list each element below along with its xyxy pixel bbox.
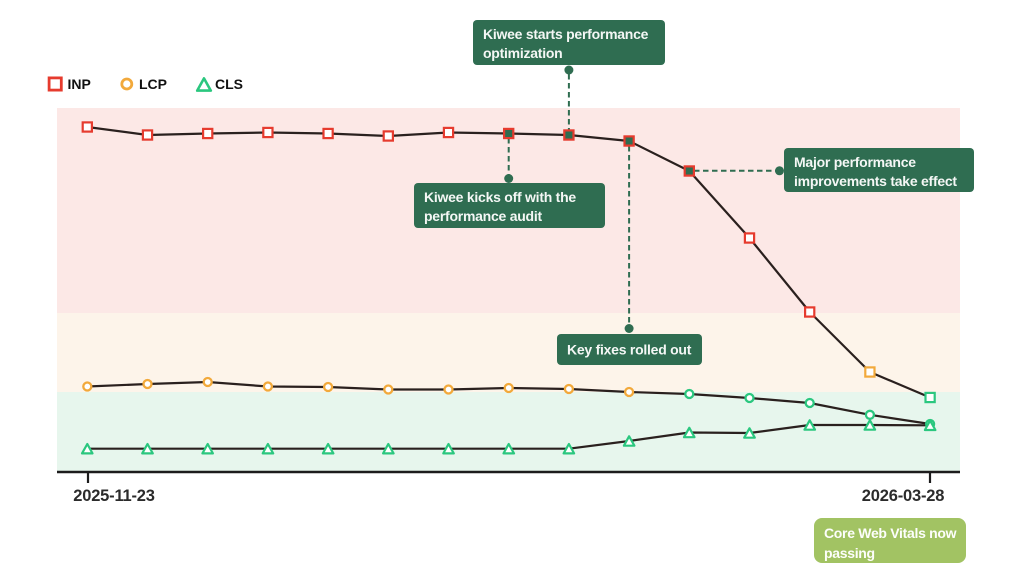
svg-text:CLS: CLS [215, 76, 243, 92]
svg-text:Core Web Vitals now: Core Web Vitals now [824, 525, 957, 541]
svg-text:2025-11-23: 2025-11-23 [73, 487, 155, 505]
svg-text:passing: passing [824, 545, 875, 561]
svg-text:Key fixes rolled out: Key fixes rolled out [567, 342, 692, 358]
svg-text:Kiwee kicks off with the: Kiwee kicks off with the [424, 189, 576, 205]
svg-text:optimization: optimization [483, 45, 562, 61]
svg-text:2026-03-28: 2026-03-28 [862, 487, 944, 505]
svg-text:Major performance: Major performance [794, 154, 916, 170]
svg-text:performance audit: performance audit [424, 208, 542, 224]
svg-text:INP: INP [68, 76, 91, 92]
svg-text:Kiwee starts performance: Kiwee starts performance [483, 26, 649, 42]
svg-text:improvements take effect: improvements take effect [794, 173, 957, 189]
svg-text:LCP: LCP [139, 76, 167, 92]
